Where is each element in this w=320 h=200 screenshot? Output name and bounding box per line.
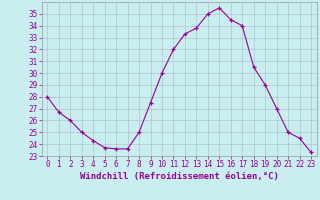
X-axis label: Windchill (Refroidissement éolien,°C): Windchill (Refroidissement éolien,°C) (80, 172, 279, 181)
